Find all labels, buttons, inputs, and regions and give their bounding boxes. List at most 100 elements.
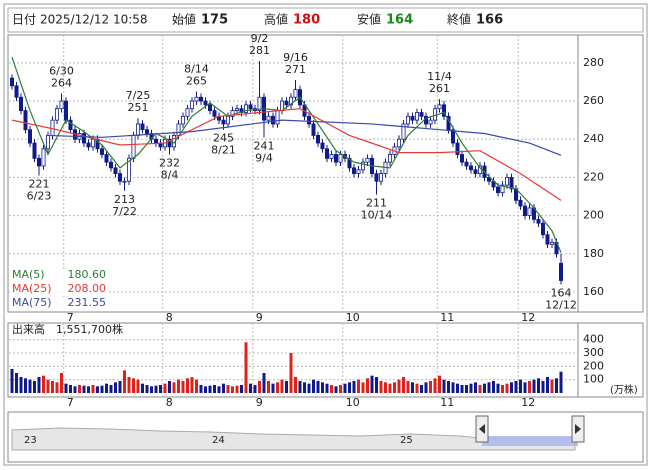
- volume-bar: [28, 379, 32, 393]
- candle-body: [257, 96, 262, 111]
- candle-body: [14, 85, 19, 98]
- volume-bar: [249, 383, 252, 393]
- candle-body: [293, 89, 298, 98]
- volume-bar: [172, 382, 176, 393]
- candle-body: [329, 154, 334, 159]
- candle-body: [122, 180, 127, 183]
- candle-body: [82, 133, 87, 144]
- candle-body: [23, 110, 28, 131]
- volume-bar: [208, 385, 212, 393]
- navigator-year: 24: [212, 435, 225, 446]
- volume-bar: [559, 371, 563, 393]
- volume-bar: [73, 386, 77, 393]
- candle-body: [351, 167, 356, 174]
- volume-bar: [420, 385, 423, 393]
- candle-body: [91, 138, 96, 148]
- candle-body: [356, 169, 361, 174]
- navigator-year: 23: [24, 435, 37, 446]
- volume-bar: [231, 386, 234, 393]
- volume-bar: [285, 381, 288, 393]
- volume-bar: [465, 385, 468, 393]
- volume-bar: [496, 383, 500, 393]
- annotation-price: 245: [213, 132, 234, 145]
- candle-body: [414, 112, 419, 121]
- annotation-price: 221: [29, 178, 50, 191]
- annotation-price: 265: [186, 75, 207, 88]
- candle-body: [189, 100, 194, 110]
- volume-bar: [186, 378, 189, 393]
- candle-body: [333, 154, 338, 163]
- candle-body: [374, 173, 379, 182]
- candle-body: [185, 108, 190, 117]
- legend-value: 180.60: [68, 268, 107, 281]
- volume-bar: [199, 385, 203, 393]
- volume-bar: [55, 382, 59, 393]
- volume-bar: [258, 381, 261, 393]
- x-tick-label: 8: [166, 396, 173, 409]
- volume-bar: [339, 385, 342, 393]
- volume-bar: [375, 377, 378, 393]
- volume-bar: [321, 382, 324, 393]
- volume-bar: [330, 385, 333, 393]
- volume-bar: [15, 373, 18, 393]
- candle-body: [347, 157, 352, 169]
- y-tick-label: 200: [583, 209, 604, 222]
- volume-bar: [316, 381, 320, 393]
- candle-body: [495, 186, 500, 194]
- candle-body: [27, 129, 32, 144]
- annotation-date: 8/4: [161, 169, 179, 182]
- candle-body: [523, 205, 528, 216]
- open-label: 始値: [172, 12, 196, 27]
- volume-bar: [303, 382, 306, 393]
- volume-bar: [96, 386, 99, 393]
- candle-body: [378, 173, 383, 182]
- x-tick-label: 10: [346, 311, 360, 324]
- candle-body: [55, 108, 60, 121]
- annotation-price: 211: [366, 197, 387, 210]
- candle-body: [509, 177, 514, 190]
- candle-body: [104, 154, 109, 163]
- candle-body: [9, 77, 14, 87]
- candle-body: [32, 142, 37, 159]
- volume-bar: [505, 383, 509, 393]
- volume-bar: [366, 378, 369, 393]
- price-axis: [577, 34, 644, 313]
- candle-body: [306, 115, 311, 125]
- x-tick-label: 12: [521, 311, 535, 324]
- candle-body: [18, 96, 23, 111]
- annotation-date: 9/2: [251, 32, 269, 45]
- volume-bar: [406, 381, 410, 393]
- volume-bar: [60, 373, 63, 393]
- volume-bar: [91, 385, 95, 393]
- candle-body: [464, 161, 469, 167]
- candle-body: [401, 123, 406, 140]
- candle-body: [468, 165, 473, 171]
- volume-bar: [118, 381, 122, 393]
- volume-bar: [24, 378, 27, 393]
- candle-body: [207, 104, 212, 111]
- volume-bar: [348, 382, 351, 393]
- x-tick-label: 11: [440, 396, 454, 409]
- volume-bar: [145, 385, 149, 393]
- candle-body: [180, 115, 185, 125]
- navigator-window[interactable]: [482, 436, 578, 446]
- annotation-price: 241: [254, 139, 275, 152]
- candle-body: [266, 115, 271, 121]
- legend-name: MA(75): [12, 296, 52, 309]
- volume-bar: [87, 386, 90, 393]
- annotation-price: 261: [429, 82, 450, 95]
- volume-bar: [370, 375, 374, 393]
- volume-bar: [379, 381, 383, 393]
- volume-bar: [213, 385, 216, 393]
- volume-bar: [276, 382, 279, 393]
- candle-body: [41, 148, 46, 167]
- annotation-date: 12/12: [545, 298, 577, 311]
- legend-value: 231.55: [68, 296, 107, 309]
- y-tick-label: 240: [583, 132, 604, 145]
- volume-bar: [136, 379, 140, 393]
- candle-body: [428, 119, 433, 125]
- candle-body: [131, 135, 136, 159]
- candle-body: [221, 119, 226, 125]
- candle-body: [270, 115, 275, 125]
- candle-body: [203, 100, 208, 106]
